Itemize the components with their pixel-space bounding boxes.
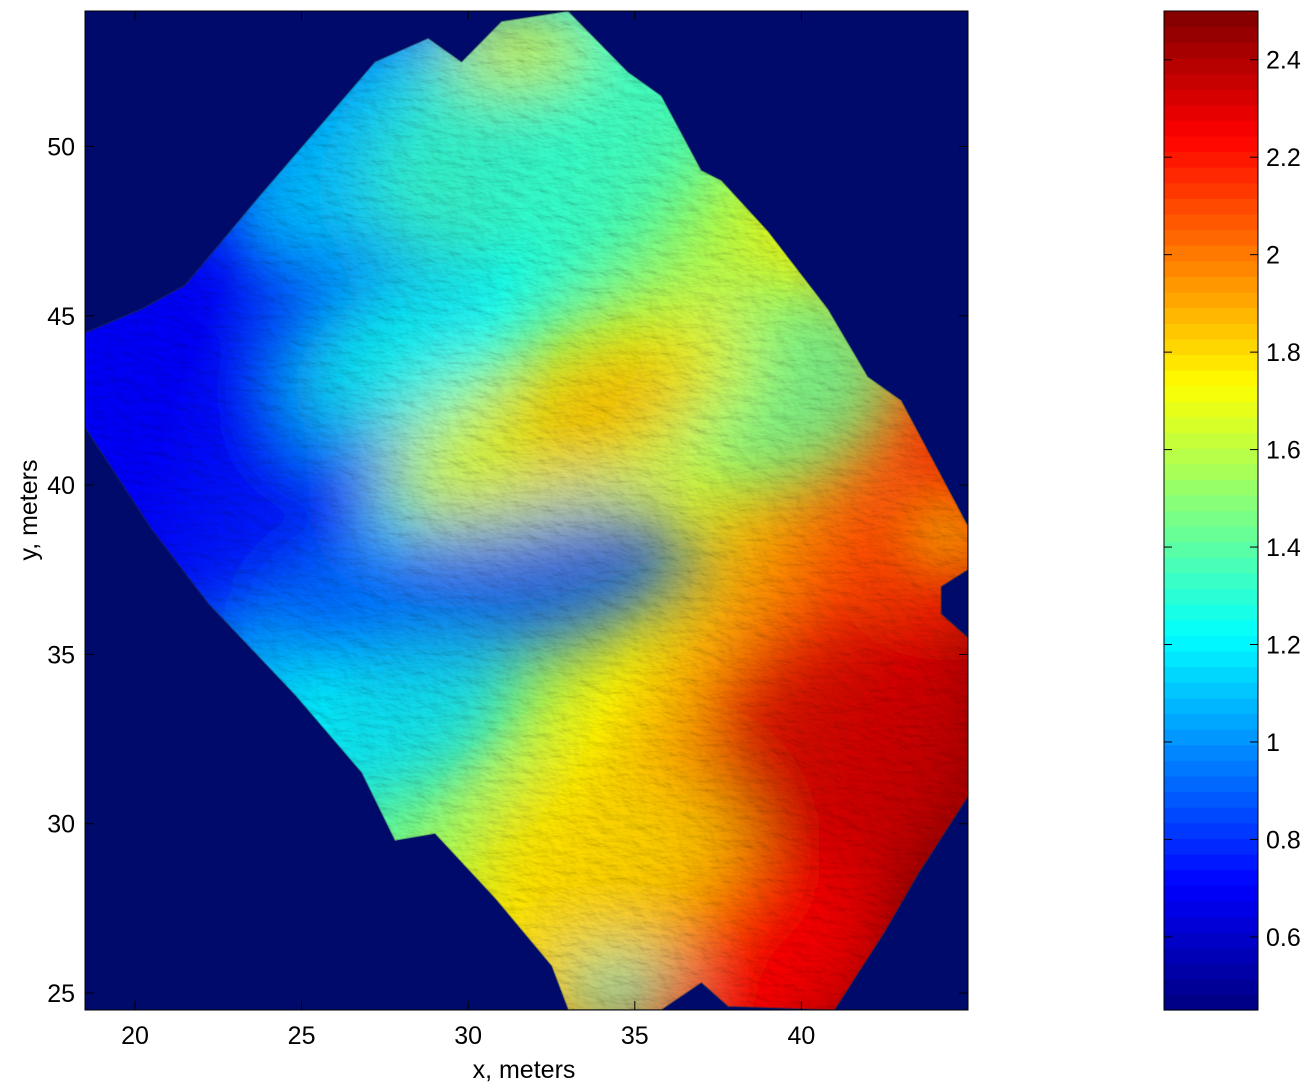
colorbar-step	[1164, 42, 1258, 59]
colorbar-tick-label: 2	[1266, 242, 1280, 270]
colorbar-step	[1164, 869, 1258, 886]
colorbar-step	[1164, 448, 1258, 465]
colorbar-tick-label: 2.2	[1266, 144, 1301, 172]
x-tick-label: 40	[787, 1022, 815, 1050]
colorbar-step	[1164, 385, 1258, 402]
colorbar-step	[1164, 557, 1258, 574]
colorbar-step	[1164, 666, 1258, 683]
colorbar-step	[1164, 619, 1258, 636]
colorbar-step	[1164, 479, 1258, 496]
colorbar-step	[1164, 682, 1258, 699]
colorbar-step	[1164, 11, 1258, 28]
y-tick-label: 30	[47, 811, 75, 839]
colorbar-tick-label: 1.8	[1266, 339, 1301, 367]
colorbar-step	[1164, 526, 1258, 543]
x-tick-label: 35	[621, 1022, 649, 1050]
colorbar-step	[1164, 510, 1258, 527]
colorbar-step	[1164, 245, 1258, 262]
colorbar-step	[1164, 588, 1258, 605]
colorbar-step	[1164, 541, 1258, 558]
colorbar-step	[1164, 947, 1258, 964]
x-tick-label: 30	[454, 1022, 482, 1050]
colorbar-step	[1164, 994, 1258, 1011]
colorbar-step	[1164, 885, 1258, 902]
colorbar-step	[1164, 307, 1258, 324]
colorbar-step	[1164, 650, 1258, 668]
colorbar-step	[1164, 822, 1258, 839]
colorbar-tick-label: 1.2	[1266, 632, 1301, 660]
colorbar-step	[1164, 229, 1258, 246]
colorbar-step	[1164, 494, 1258, 512]
colorbar-frame	[1163, 10, 1259, 1011]
colorbar-step	[1164, 370, 1258, 387]
colorbar-step	[1164, 807, 1258, 824]
x-tick-label: 20	[121, 1022, 149, 1050]
colorbar-step	[1164, 198, 1258, 215]
colorbar-step	[1164, 135, 1258, 153]
colorbar-step	[1164, 853, 1258, 871]
colorbar-step	[1164, 151, 1258, 168]
colorbar-step	[1164, 276, 1258, 293]
y-tick-label: 50	[47, 133, 75, 161]
x-axis: 20 25 30 35 40	[121, 11, 815, 1050]
colorbar-step	[1164, 260, 1258, 277]
colorbar-gradient	[1164, 11, 1258, 1011]
y-axis: 25 30 35 40 45 50	[47, 133, 968, 1008]
y-tick-label: 35	[47, 641, 75, 669]
colorbar-tick-label: 1.4	[1266, 534, 1301, 562]
colorbar-step	[1164, 73, 1258, 90]
colorbar-step	[1164, 775, 1258, 793]
colorbar-step	[1164, 791, 1258, 808]
colorbar-step	[1164, 760, 1258, 777]
colorbar-step	[1164, 416, 1258, 434]
y-tick-label: 45	[47, 303, 75, 331]
colorbar-step	[1164, 838, 1258, 855]
colorbar-step	[1164, 729, 1258, 746]
surface-outline	[85, 11, 968, 1010]
colorbar-step	[1164, 291, 1258, 309]
colorbar: 0.6 0.8 1 1.2 1.4 1.6 1.8 2 2.2 2.4	[1163, 10, 1301, 1011]
colorbar-step	[1164, 338, 1258, 356]
colorbar-step	[1164, 432, 1258, 449]
colorbar-step	[1164, 744, 1258, 761]
colorbar-tick-label: 1.6	[1266, 437, 1301, 465]
x-tick-label: 25	[288, 1022, 316, 1050]
colorbar-step	[1164, 713, 1258, 730]
plot-area	[85, 11, 968, 1010]
colorbar-step	[1164, 401, 1258, 418]
colorbar-step	[1164, 604, 1258, 621]
colorbar-step	[1164, 931, 1258, 949]
colorbar-tick-label: 1	[1266, 729, 1280, 757]
colorbar-step	[1164, 916, 1258, 933]
colorbar-tick-label: 0.6	[1266, 924, 1301, 952]
y-tick-label: 40	[47, 472, 75, 500]
y-axis-label: y, meters	[15, 460, 43, 561]
y-tick-label: 25	[47, 980, 75, 1008]
colorbar-step	[1164, 57, 1258, 75]
colorbar-step	[1164, 572, 1258, 590]
colorbar-step	[1164, 978, 1258, 995]
x-axis-label: x, meters	[473, 1056, 576, 1084]
colorbar-step	[1164, 120, 1258, 137]
colorbar-step	[1164, 354, 1258, 371]
colorbar-step	[1164, 167, 1258, 184]
colorbar-step	[1164, 213, 1258, 231]
colorbar-step	[1164, 900, 1258, 917]
colorbar-step	[1164, 463, 1258, 480]
colorbar-step	[1164, 323, 1258, 340]
colorbar-tick-label: 2.4	[1266, 47, 1301, 75]
colorbar-ticks: 0.6 0.8 1 1.2 1.4 1.6 1.8 2 2.2 2.4	[1164, 47, 1301, 952]
colorbar-step	[1164, 697, 1258, 715]
colorbar-step	[1164, 26, 1258, 43]
colorbar-step	[1164, 104, 1258, 121]
colorbar-step	[1164, 89, 1258, 106]
plot-frame	[84, 10, 969, 1011]
colorbar-step	[1164, 635, 1258, 652]
colorbar-step	[1164, 182, 1258, 199]
colorbar-tick-label: 0.8	[1266, 826, 1301, 854]
colorbar-step	[1164, 963, 1258, 980]
